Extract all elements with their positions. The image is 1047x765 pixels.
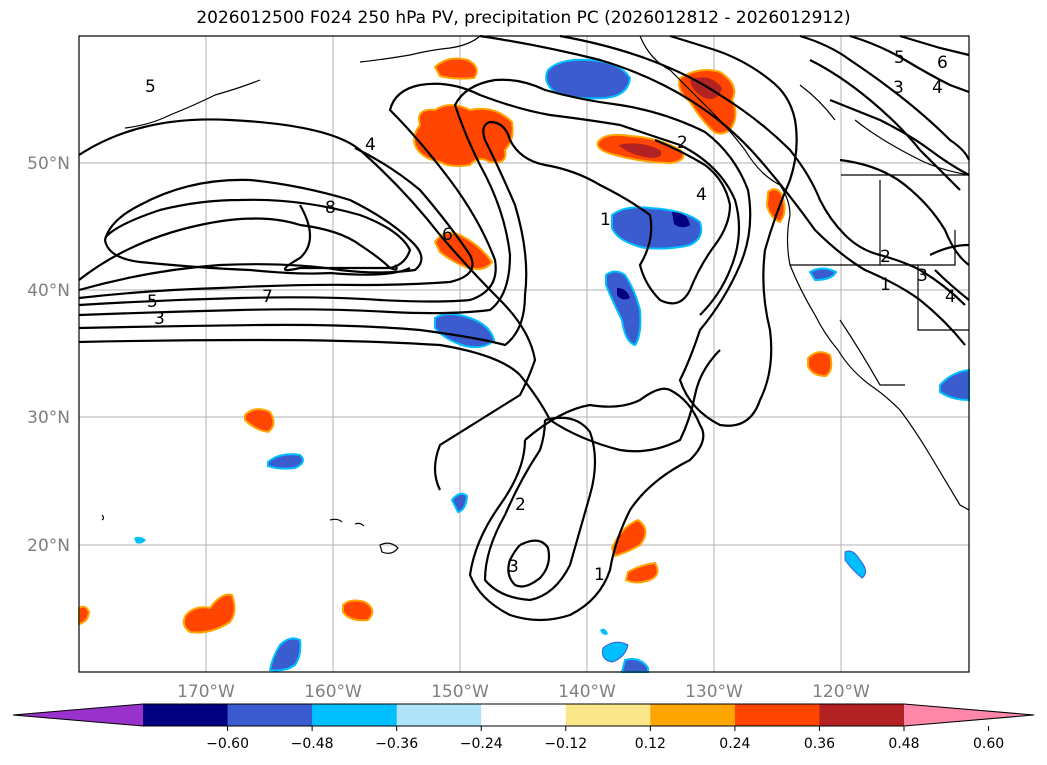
- lon-label: 150°W: [431, 682, 489, 702]
- contour-label: 4: [696, 185, 707, 205]
- contour-label: 3: [917, 266, 928, 286]
- precip-strong-negative-area: [617, 288, 630, 300]
- contour-label: 3: [154, 309, 165, 329]
- precip-negative-area: [600, 628, 608, 635]
- contour-label: 3: [893, 78, 904, 98]
- colorbar-segment: [650, 704, 736, 726]
- contour-label: 2: [880, 247, 891, 267]
- precip-positive-area: [433, 57, 478, 80]
- precip-positive-area: [610, 518, 647, 558]
- colorbar-tick-label: 0.24: [719, 736, 750, 752]
- precip-negative-area: [267, 453, 305, 470]
- colorbar-extend-high: [904, 704, 1034, 726]
- precip-negative-area: [601, 641, 629, 663]
- colorbar-segment: [227, 704, 313, 726]
- precip-negative-area: [268, 637, 302, 672]
- lat-label: 40°N: [27, 281, 70, 301]
- colorbar-extend-low: [13, 704, 143, 726]
- colorbar-segment: [396, 704, 482, 726]
- contour-label: 4: [932, 78, 943, 98]
- lat-label: 50°N: [27, 154, 70, 174]
- map-background: [79, 36, 969, 672]
- contour-label: 1: [600, 210, 611, 230]
- contour-label: 7: [262, 287, 273, 307]
- lon-label: 160°W: [304, 682, 362, 702]
- contour-label: 4: [945, 287, 956, 307]
- colorbar-tick-label: −0.60: [206, 736, 249, 752]
- precip-positive-area: [433, 231, 494, 271]
- precip-positive-area: [624, 561, 659, 584]
- colorbar-tick-label: −0.48: [291, 736, 334, 752]
- lon-label: 140°W: [558, 682, 616, 702]
- coastlines: [101, 35, 970, 554]
- precip-positive-area: [807, 351, 833, 378]
- contour-label: 3: [508, 557, 519, 577]
- contour-label: 5: [894, 48, 905, 68]
- lon-label: 130°W: [685, 682, 743, 702]
- colorbar-segment: [481, 704, 567, 726]
- contour-label: 6: [442, 225, 453, 245]
- precip-negative-area: [134, 536, 146, 544]
- contour-label: 4: [365, 135, 376, 155]
- lon-label: 170°W: [177, 682, 235, 702]
- contour-label: 2: [515, 495, 526, 515]
- colorbar-tick-label: −0.36: [375, 736, 418, 752]
- precip-negative-area: [605, 270, 642, 347]
- precip-strong-negative-area: [672, 212, 690, 228]
- contour-label: 8: [325, 198, 336, 218]
- lat-label: 20°N: [27, 536, 70, 556]
- pv-contours: [78, 34, 971, 622]
- colorbar-outline: [12, 703, 1035, 727]
- colorbar-tick-label: −0.12: [544, 736, 587, 752]
- map-frame: [78, 35, 970, 673]
- precip-negative-area: [808, 267, 838, 282]
- precip-positive-area: [182, 593, 236, 634]
- precip-negative-area: [844, 550, 866, 579]
- precip-positive-area: [244, 408, 275, 434]
- colorbar-tick-label: 0.12: [635, 736, 666, 752]
- precip-positive-area: [765, 188, 786, 224]
- colorbar-tick-label: 0.36: [804, 736, 835, 752]
- colorbar-segment: [312, 704, 398, 726]
- colorbar-tick-label: −0.24: [460, 736, 503, 752]
- colorbar-segment: [734, 704, 820, 726]
- contour-label: 5: [147, 292, 158, 312]
- precip-positive-area: [413, 104, 514, 167]
- colorbar-segment: [143, 704, 229, 726]
- colorbar-tick-label: 0.60: [973, 736, 1004, 752]
- colorbar-tick-label: 0.48: [888, 736, 919, 752]
- graticule: [79, 36, 969, 672]
- lat-label: 30°N: [27, 408, 70, 428]
- precip-negative-area: [545, 58, 632, 100]
- precip-strong-positive-area: [618, 143, 662, 158]
- contour-label: 6: [937, 53, 948, 73]
- precip-negative-area: [620, 658, 649, 673]
- contour-label: 1: [594, 565, 605, 585]
- colorbar: −0.60 −0.48 −0.36 −0.24 −0.12 0.12 0.24 0.36 0.4…: [12, 703, 1035, 752]
- contour-label-group: 5 4 8 6 7 5 3 2 1 4 5 6 3 4 2 1 3 4 2 3 …: [145, 48, 956, 585]
- longitude-labels: 170°W 160°W 150°W 140°W 130°W 120°W: [177, 682, 870, 702]
- precip-negative-area: [450, 492, 469, 514]
- colorbar-segment: [565, 704, 651, 726]
- colorbar-segment: [819, 704, 905, 726]
- map-title: 2026012500 F024 250 hPa PV, precipitatio…: [196, 8, 851, 28]
- contour-label: 5: [145, 77, 156, 97]
- precip-positive-area: [342, 599, 374, 622]
- lon-label: 120°W: [812, 682, 870, 702]
- contour-label: 1: [880, 275, 891, 295]
- latitude-labels: 50°N 40°N 30°N 20°N: [27, 154, 70, 556]
- precip-positive-area: [78, 605, 91, 626]
- contour-label: 2: [677, 133, 688, 153]
